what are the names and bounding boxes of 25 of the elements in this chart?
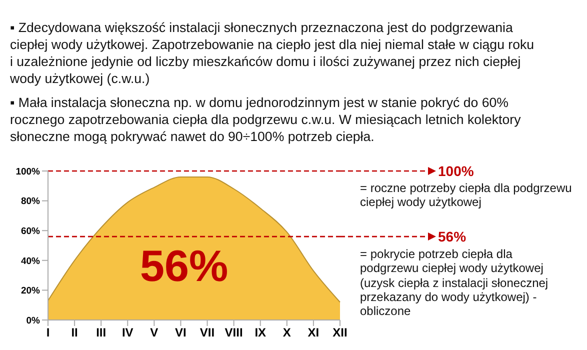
- x-tick-label: III: [96, 326, 106, 340]
- ref-line-label: 100%: [438, 163, 474, 179]
- x-tick-label: IX: [254, 326, 266, 340]
- x-tick-label: XI: [308, 326, 320, 340]
- y-tick-label: 0%: [26, 315, 41, 326]
- x-tick-label: XII: [332, 326, 348, 340]
- x-tick-label: VIII: [224, 326, 243, 340]
- ref-line-label: 56%: [438, 228, 467, 245]
- y-tick-label: 60%: [20, 226, 41, 237]
- x-tick-label: II: [71, 326, 78, 340]
- y-tick-label: 100%: [16, 166, 41, 178]
- x-tick-label: IV: [122, 326, 134, 340]
- y-tick-label: 40%: [20, 256, 41, 267]
- x-tick-label: V: [150, 326, 158, 340]
- x-tick-label: VI: [175, 326, 186, 340]
- x-tick-label: VII: [200, 326, 215, 340]
- annotation: 56%: [140, 242, 228, 292]
- text: = pokrycie potrzeb ciepła dla podgrzewu ciepłej wody użytkowej (uzysk ciepła z instalacji słonecznej przekazany do wody użytkowej) - obliczone: [360, 247, 550, 318]
- x-tick-label: I: [46, 326, 50, 340]
- text: ▪ Mała instalacja słoneczna np. w domu jednorodzinnym jest w stanie pokryć do 60% rocznego zapotrzebowania ciepła dla podgrzewu c.w.u. W miesiącach letnich kolektory słoneczne mogą pokrywać nawet do 90÷100% potrzeb ciepła.: [10, 94, 522, 145]
- x-tick-label: X: [282, 326, 291, 340]
- y-tick-label: 80%: [20, 196, 41, 208]
- text: ▪ Zdecydowana większość instalacji słonecznych przeznaczona jest do podgrzewania ciepłej wody użytkowej. Zapotrzebowanie na ciepło jest dla niej niemal stałe w ciągu roku i uzależnione jedynie od liczby mieszkańców domu i ilości zużywanej przez nich ciepłej wody użytkowej (c.w.u.): [10, 19, 536, 87]
- y-tick-label: 20%: [20, 286, 41, 297]
- text: = roczne potrzeby ciepła dla podgrzewu ciepłej wody użytkowej: [360, 181, 572, 210]
